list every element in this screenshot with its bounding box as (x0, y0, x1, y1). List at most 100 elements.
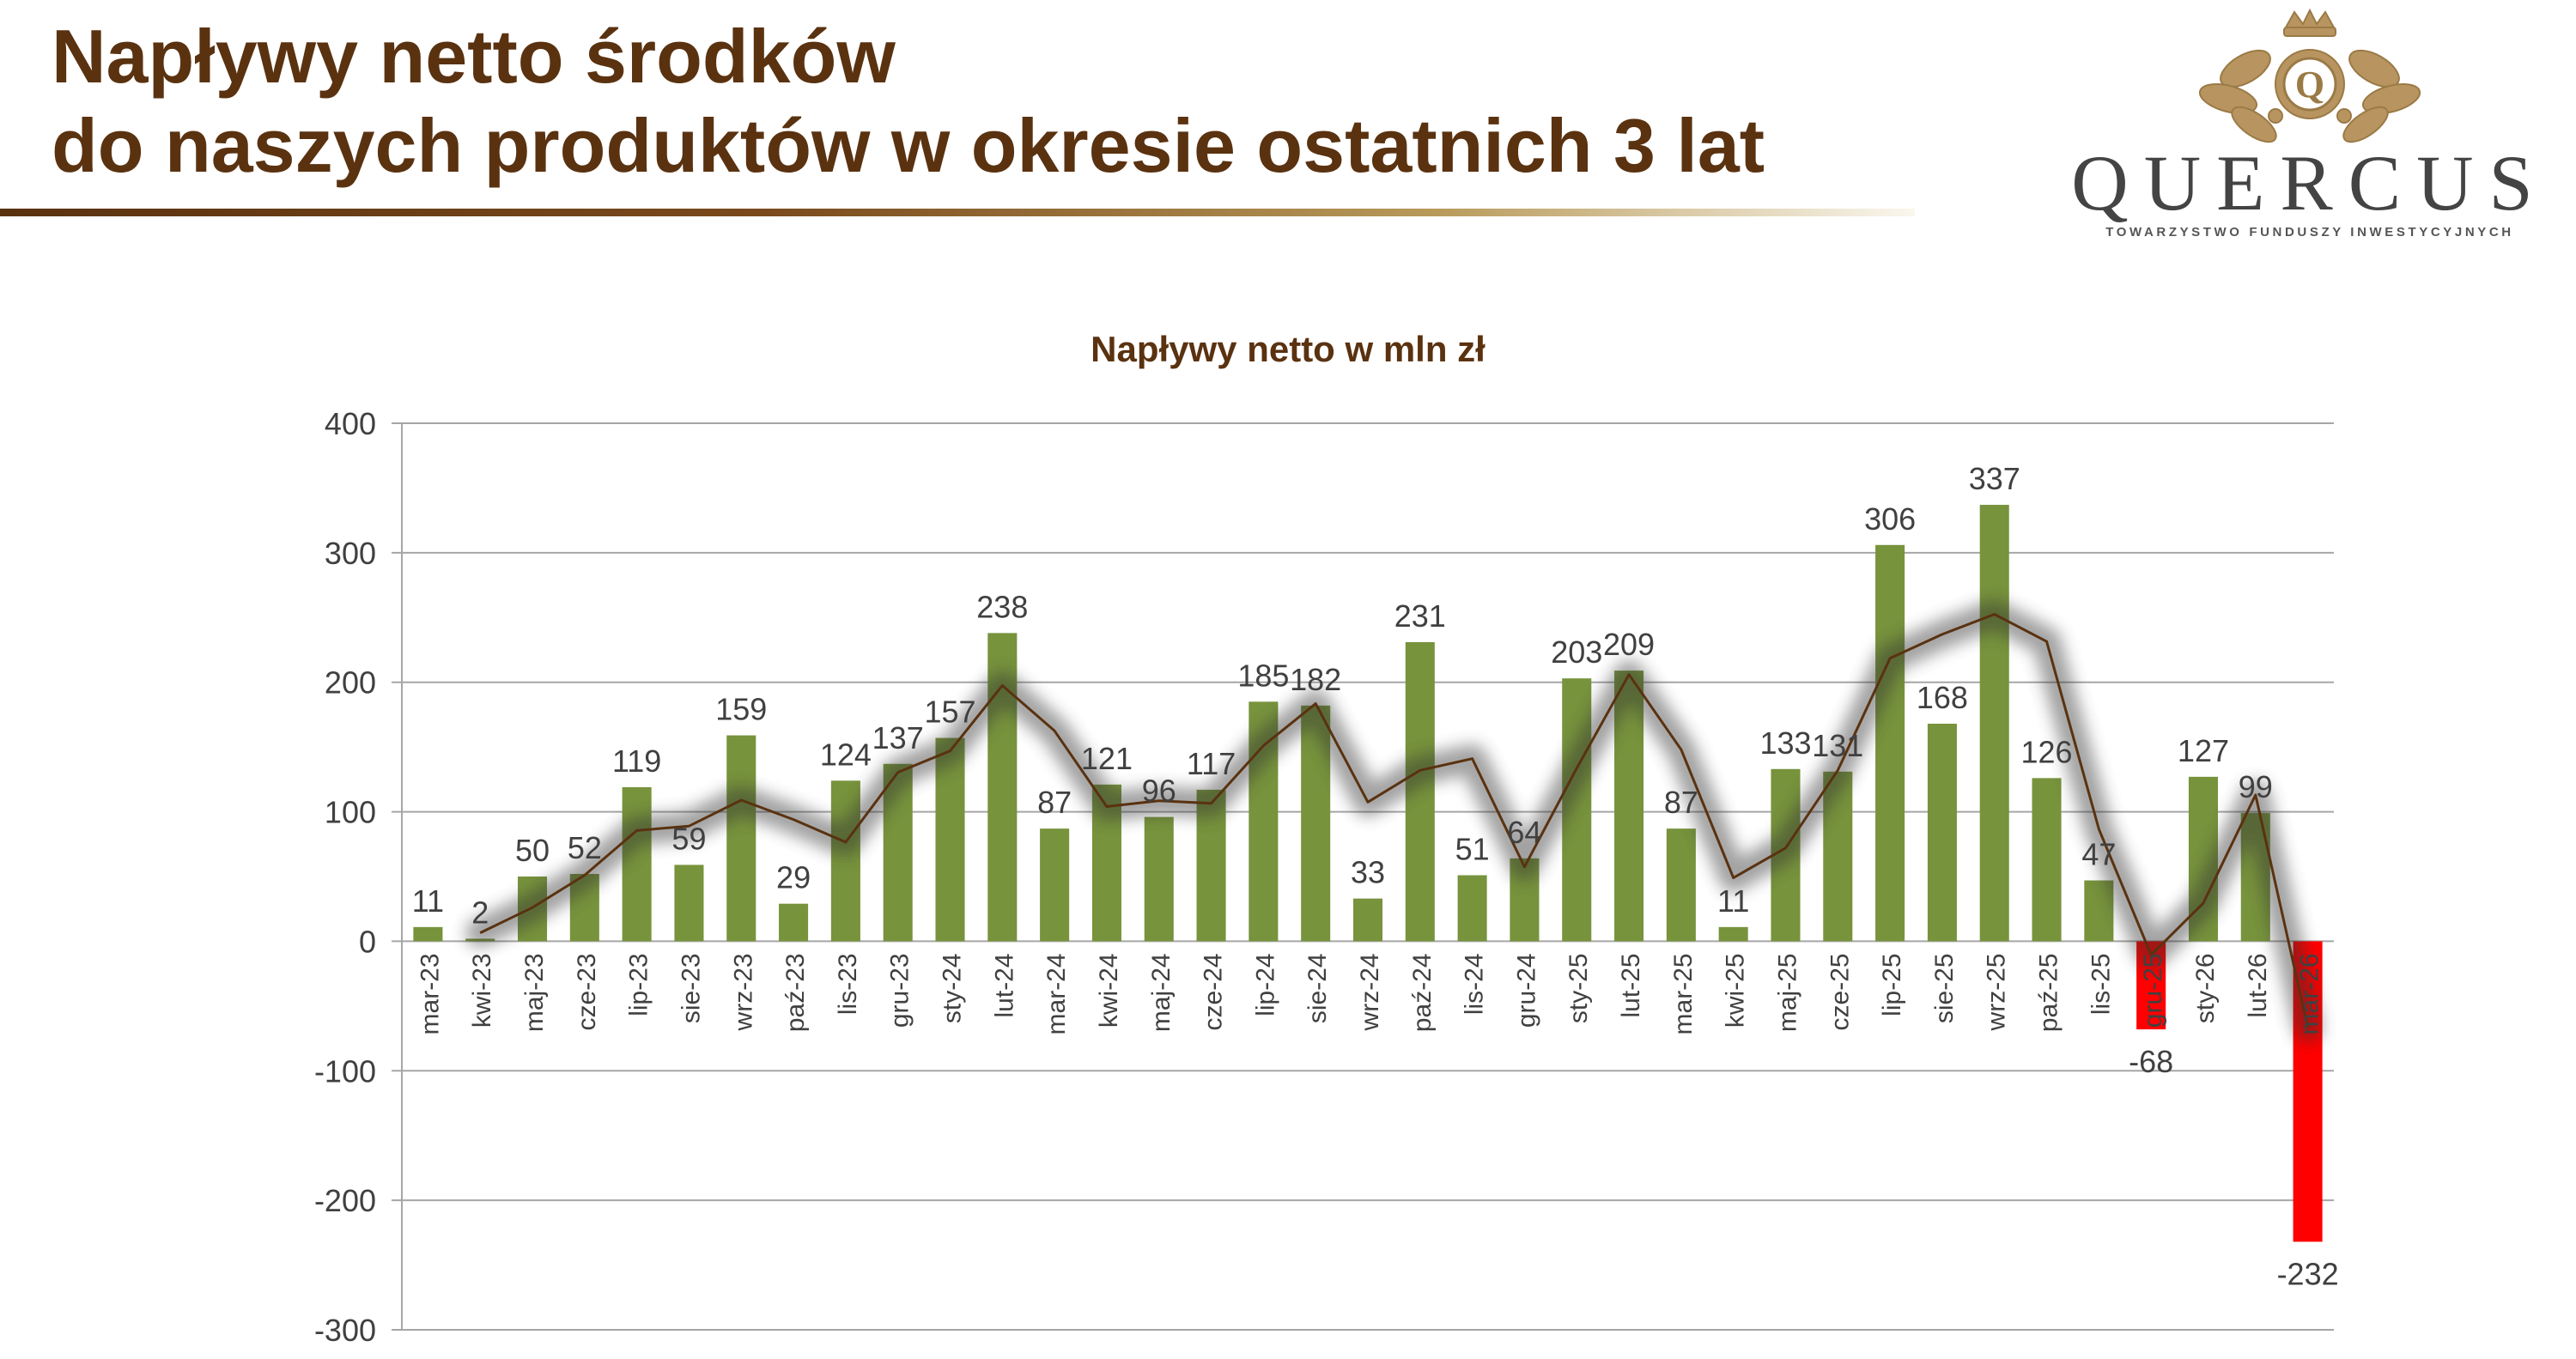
x-tick-label: wrz-24 (1356, 953, 1384, 1031)
data-label-lip-25: 306 (1864, 501, 1916, 537)
data-label-mar-25: 87 (1664, 785, 1698, 820)
data-label-sie-23: 59 (671, 821, 706, 856)
data-label-paź-25: 126 (2021, 734, 2073, 769)
x-tick-label: kwi-23 (468, 953, 496, 1028)
bar-mar-25 (1666, 828, 1696, 942)
data-label-mar-23: 11 (412, 883, 444, 919)
data-label-cze-24: 117 (1187, 746, 1236, 781)
x-tick-label: paź-24 (1408, 953, 1437, 1032)
x-tick-label: lis-23 (834, 953, 862, 1015)
x-tick-label: maj-23 (520, 953, 549, 1032)
x-tick-label: lip-24 (1251, 953, 1279, 1016)
data-label-kwi-25: 11 (1717, 883, 1749, 919)
bar-lip-23 (622, 786, 652, 942)
data-label-maj-23: 50 (515, 833, 550, 868)
data-label-wrz-23: 159 (715, 692, 767, 727)
x-tick-label: lip-23 (625, 953, 653, 1016)
page-title-line-1: Napływy netto środków (52, 14, 896, 99)
y-tick-label: 300 (325, 536, 376, 571)
data-label-lip-23: 119 (612, 743, 661, 779)
bar-sie-23 (674, 865, 704, 942)
bar-wrz-24 (1352, 898, 1383, 942)
data-label-lip-24: 185 (1237, 658, 1289, 693)
y-tick-label: 0 (359, 924, 376, 959)
data-label-cze-25: 131 (1812, 728, 1863, 763)
y-tick-label: 400 (325, 406, 376, 441)
axes: 400 300 200 100 0 -100 -200 -300 mar-23 kwi-23 maj… (314, 406, 2324, 1348)
bar-maj-24 (1144, 816, 1174, 942)
data-label-sty-26: 127 (2178, 733, 2229, 768)
x-tick-label: paź-25 (2035, 953, 2063, 1032)
x-tick-label: sie-25 (1930, 953, 1959, 1023)
x-tick-label: mar-23 (416, 953, 444, 1034)
data-label-sie-24: 182 (1290, 662, 1341, 697)
data-label-maj-25: 133 (1759, 725, 1811, 761)
x-tick-label: gru-24 (1512, 953, 1540, 1028)
x-tick-label: sty-24 (939, 953, 967, 1023)
y-tick-label: -200 (314, 1183, 376, 1218)
data-label-sie-25: 168 (1917, 680, 1968, 715)
title-underline (0, 209, 1915, 216)
quercus-logo: Q QUERCUS TOWARZYSTWO FUNDUSZY INWESTYCY… (2069, 9, 2550, 240)
bar-kwi-25 (1718, 926, 1748, 942)
x-tick-label: lis-24 (1461, 953, 1489, 1015)
data-label-sty-24: 157 (924, 695, 975, 730)
x-tick-label: kwi-25 (1722, 953, 1750, 1028)
trend-line (465, 599, 2323, 1042)
bar-mar-23 (413, 926, 443, 942)
x-tick-label: gru-23 (886, 953, 914, 1028)
data-label-lis-25: 47 (2081, 837, 2116, 872)
data-label-gru-23: 137 (872, 720, 924, 755)
data-label-kwi-23: 2 (471, 895, 489, 930)
data-label-kwi-24: 121 (1081, 741, 1133, 776)
x-tick-label: cze-24 (1200, 953, 1228, 1030)
bar-wrz-23 (726, 735, 756, 942)
data-label-sty-25: 203 (1551, 634, 1602, 670)
x-tick-label: cze-25 (1826, 953, 1854, 1030)
data-label-paź-23: 29 (776, 860, 811, 895)
logo-wordmark: QUERCUS (2071, 139, 2549, 227)
x-tick-label: maj-25 (1773, 953, 1801, 1032)
bar-sie-25 (1927, 723, 1957, 942)
logo-subtitle: TOWARZYSTWO FUNDUSZY INWESTYCYJNYCH (2105, 225, 2514, 240)
data-label-maj-24: 96 (1142, 774, 1176, 809)
data-label-gru-24: 64 (1507, 815, 1541, 850)
x-tick-label: maj-24 (1147, 953, 1176, 1032)
data-label-lut-26: 99 (2239, 769, 2273, 804)
trend-line-path (479, 613, 2310, 1028)
data-label-lis-24: 51 (1455, 831, 1490, 866)
logo-emblem-letter: Q (2295, 64, 2324, 106)
bar-mar-24 (1040, 828, 1070, 942)
bar-lip-25 (1875, 544, 1905, 942)
bar-paź-25 (2032, 778, 2062, 942)
x-tick-label: gru-25 (2139, 953, 2167, 1028)
y-tick-label: 100 (325, 795, 376, 830)
data-label-lis-23: 124 (820, 737, 872, 772)
data-label-paź-24: 231 (1394, 598, 1446, 634)
x-tick-label: sty-26 (2191, 953, 2220, 1023)
x-tick-label: lut-26 (2244, 953, 2272, 1017)
x-tick-label: sie-23 (677, 953, 705, 1023)
bar-sty-24 (935, 737, 965, 942)
bar-lis-24 (1457, 875, 1487, 942)
bars (413, 505, 2323, 1242)
y-tick-label: -100 (314, 1053, 376, 1089)
data-label-wrz-25: 337 (1969, 461, 2020, 496)
data-label-lut-25: 209 (1603, 627, 1655, 662)
x-tick-label: mar-26 (2296, 953, 2324, 1034)
page-title-line-2: do naszych produktów w okresie ostatnich… (52, 103, 1765, 188)
data-label-mar-26: -232 (2277, 1256, 2339, 1291)
data-label-cze-23: 52 (568, 830, 602, 865)
x-tick-label: lip-25 (1878, 953, 1906, 1016)
y-tick-label: -300 (314, 1313, 376, 1348)
x-tick-label: wrz-25 (1983, 953, 2011, 1031)
bar-paź-23 (779, 903, 809, 942)
data-label-mar-24: 87 (1037, 785, 1072, 820)
chart-title: Napływy netto w mln zł (1091, 329, 1485, 369)
page-title: Napływy netto środków do naszych produkt… (52, 12, 1765, 191)
crowned-oak-crest-icon: Q (2198, 9, 2421, 143)
data-label-lut-24: 238 (976, 589, 1028, 624)
x-tick-label: lut-25 (1617, 953, 1645, 1017)
